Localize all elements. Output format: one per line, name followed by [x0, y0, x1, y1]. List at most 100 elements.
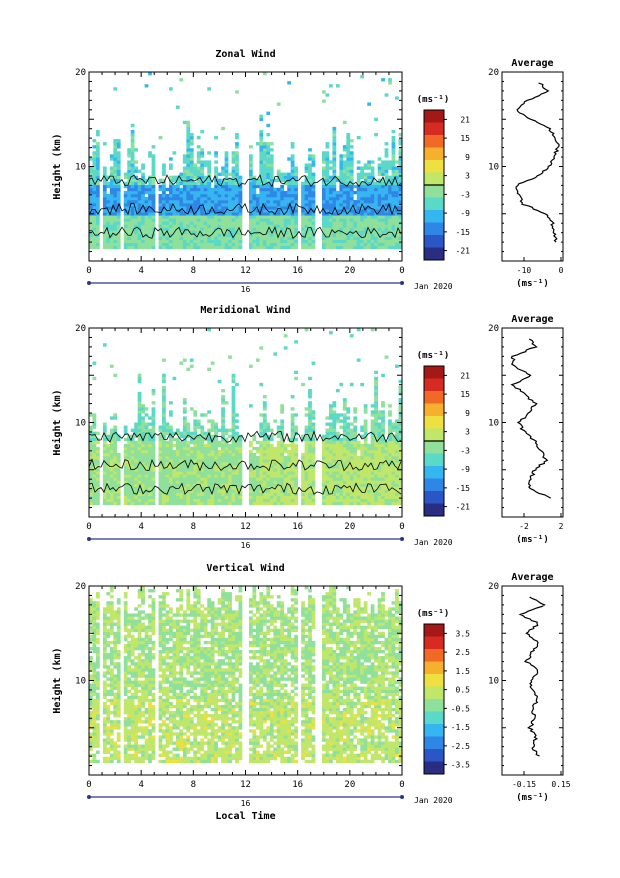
x-tick-label: 0 — [86, 780, 91, 790]
date-label: Jan 2020 — [414, 538, 453, 547]
profile-line — [511, 339, 550, 498]
colorbar-tick-label: -15 — [456, 484, 471, 493]
y-tick-label: 10 — [75, 677, 86, 687]
colorbar: (ms⁻¹) 21 15 9 3 -3 -9 -15 -21 — [417, 95, 470, 260]
date-label: Jan 2020 — [414, 796, 453, 805]
profile-title: Average — [511, 58, 553, 69]
average-profile: Average 20 10 -2 2 (ms⁻¹) — [488, 314, 563, 545]
profile-title: Average — [511, 572, 553, 583]
profile-unit: (ms⁻¹) — [516, 793, 549, 803]
x-tick-label: 4 — [138, 522, 143, 532]
profile-y-tick: 10 — [488, 677, 499, 687]
colorbar-tick-label: -3 — [460, 446, 470, 455]
date-bar: 16 Jan 2020 — [87, 281, 453, 294]
y-axis-label: Height (km) — [51, 389, 63, 455]
x-tick-label: 12 — [240, 522, 251, 532]
y-axis-label: Height (km) — [51, 133, 63, 199]
x-axis-label: Local Time — [215, 810, 275, 822]
colorbar-tick-label: 2.5 — [456, 648, 471, 657]
x-tick-label: 20 — [344, 780, 355, 790]
colorbar-unit: (ms⁻¹) — [417, 351, 450, 361]
profile-unit: (ms⁻¹) — [516, 279, 549, 289]
y-axis-label: Height (km) — [51, 647, 63, 713]
profile-x-tick: -0.15 — [512, 780, 536, 789]
date-bar: 16 Jan 2020 — [87, 795, 453, 808]
colorbar-tick-label: 21 — [460, 115, 470, 124]
x-tick-label: 0 — [399, 522, 404, 532]
heatmap-cells — [89, 328, 402, 505]
x-tick-label: 12 — [240, 266, 251, 276]
date-mark: 16 — [241, 541, 251, 550]
colorbar: (ms⁻¹) 21 15 9 3 -3 -9 -15 -21 — [417, 351, 470, 516]
x-tick-label: 16 — [292, 522, 303, 532]
y-tick-label: 10 — [75, 419, 86, 429]
colorbar-tick-label: 3.5 — [456, 629, 471, 638]
profile-y-tick: 10 — [488, 163, 499, 173]
colorbar-tick-label: -0.5 — [451, 704, 470, 713]
y-tick-label: 10 — [75, 163, 86, 173]
profile-x-tick: 0.15 — [551, 780, 570, 789]
profile-line — [516, 83, 559, 242]
x-tick-label: 16 — [292, 780, 303, 790]
colorbar-tick-label: 9 — [465, 153, 470, 162]
colorbar-tick-label: -9 — [460, 209, 470, 218]
profile-x-tick: -10 — [517, 266, 532, 275]
profile-line — [520, 597, 544, 756]
heatmap-cells — [89, 586, 402, 763]
colorbar-tick-label: 15 — [460, 390, 470, 399]
profile-y-tick: 10 — [488, 419, 499, 429]
profile-x-tick: -2 — [519, 522, 529, 531]
colorbar-tick-label: -15 — [456, 228, 471, 237]
panel-title: Meridional Wind — [200, 304, 290, 316]
colorbar-tick-label: -1.5 — [451, 723, 470, 732]
colorbar-tick-label: 21 — [460, 371, 470, 380]
panel-title: Vertical Wind — [206, 562, 284, 574]
colorbar-unit: (ms⁻¹) — [417, 95, 450, 105]
profile-x-tick: 2 — [559, 522, 564, 531]
profile-unit: (ms⁻¹) — [516, 535, 549, 545]
panel-zonal-wind: Zonal Wind 0 4 8 12 16 20 0 16 Jan 2020 20 10 Height… — [51, 48, 564, 294]
average-profile: Average 20 10 -10 0 (ms⁻¹) — [488, 58, 563, 289]
colorbar-tick-label: -9 — [460, 465, 470, 474]
x-tick-label: 8 — [191, 266, 196, 276]
colorbar-tick-label: -21 — [456, 503, 471, 512]
colorbar-tick-label: 3 — [465, 172, 470, 181]
colorbar-tick-label: 1.5 — [456, 667, 471, 676]
date-mark: 16 — [241, 285, 251, 294]
profile-y-tick: 20 — [488, 324, 499, 334]
x-tick-label: 4 — [138, 266, 143, 276]
date-bar: 16 Jan 2020 — [87, 537, 453, 550]
y-tick-label: 20 — [75, 582, 86, 592]
colorbar-tick-label: -2.5 — [451, 742, 470, 751]
x-tick-label: 0 — [399, 266, 404, 276]
colorbar-tick-label: -3 — [460, 190, 470, 199]
date-label: Jan 2020 — [414, 282, 453, 291]
profile-y-tick: 20 — [488, 582, 499, 592]
panel-title: Zonal Wind — [215, 48, 275, 60]
date-mark: 16 — [241, 799, 251, 808]
profile-x-tick: 0 — [559, 266, 564, 275]
colorbar-tick-label: 0.5 — [456, 686, 471, 695]
colorbar-tick-label: -3.5 — [451, 761, 470, 770]
x-tick-label: 0 — [86, 266, 91, 276]
colorbar-tick-label: 15 — [460, 134, 470, 143]
colorbar-tick-label: -21 — [456, 247, 471, 256]
colorbar: (ms⁻¹) 3.5 2.5 1.5 0.5 -0.5 -1.5 -2.5 -3.5 — [417, 609, 470, 774]
profile-frame — [502, 328, 563, 517]
colorbar-tick-label: 9 — [465, 409, 470, 418]
x-tick-label: 20 — [344, 522, 355, 532]
colorbar-tick-label: 3 — [465, 428, 470, 437]
y-tick-label: 20 — [75, 68, 86, 78]
average-profile: Average 20 10 -0.15 0.15(ms⁻¹) — [488, 572, 571, 803]
x-tick-label: 0 — [86, 522, 91, 532]
x-tick-label: 12 — [240, 780, 251, 790]
profile-title: Average — [511, 314, 553, 325]
heatmap-cells — [89, 72, 402, 249]
x-tick-label: 8 — [191, 780, 196, 790]
colorbar-unit: (ms⁻¹) — [417, 609, 450, 619]
profile-y-tick: 20 — [488, 68, 499, 78]
x-tick-label: 4 — [138, 780, 143, 790]
